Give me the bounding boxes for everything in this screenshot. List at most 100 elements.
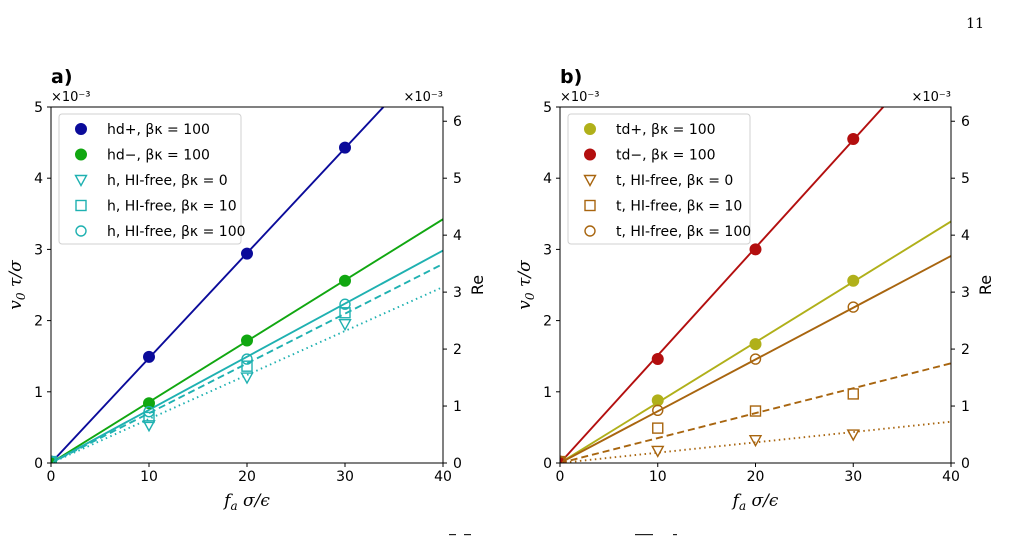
marker-filled-circle xyxy=(847,133,860,146)
y2-tick-label: 0 xyxy=(961,456,970,472)
y2-tick-label: 3 xyxy=(961,285,970,301)
panel-label: a) xyxy=(51,66,73,88)
marker-filled-circle xyxy=(749,243,762,256)
marker-open-circle xyxy=(75,225,87,237)
series-fit-line xyxy=(560,362,951,463)
marker-open-triangle xyxy=(51,456,58,463)
marker-open-square xyxy=(847,388,859,400)
y-tick-label: 1 xyxy=(34,385,43,401)
legend-box xyxy=(567,113,751,245)
y2-tick-label: 4 xyxy=(961,228,970,244)
legend-label: t, HI-free, βκ = 0 xyxy=(616,173,733,189)
y2-axis-multiplier: ×10⁻³ xyxy=(911,90,951,105)
y-tick-label: 0 xyxy=(34,456,43,472)
legend-label: td−, βκ = 100 xyxy=(616,148,716,164)
series-fit-line xyxy=(560,420,951,463)
panel-label: b) xyxy=(560,66,582,88)
y-tick-label: 1 xyxy=(543,385,552,401)
y-tick-label: 2 xyxy=(34,314,43,330)
marker-open-circle xyxy=(584,225,596,237)
legend-label: t, HI-free, βκ = 10 xyxy=(616,199,742,215)
y2-tick-label: 6 xyxy=(961,114,970,130)
x-tick-label: 20 xyxy=(238,469,256,485)
marker-open-square xyxy=(143,411,155,424)
marker-open-square xyxy=(749,405,762,417)
marker-open-triangle xyxy=(651,445,665,458)
y2-tick-label: 1 xyxy=(961,399,970,415)
marker-filled-circle xyxy=(339,274,351,287)
marker-open-triangle xyxy=(338,318,352,332)
plot-area xyxy=(560,107,951,463)
marker-filled-circle xyxy=(749,338,762,351)
marker-open-circle xyxy=(652,404,664,417)
y2-tick-label: 1 xyxy=(453,399,462,415)
y-axis-label: v0 τ/σ xyxy=(6,260,28,310)
y-tick-label: 5 xyxy=(543,100,552,116)
legend-label: h, HI-free, βκ = 0 xyxy=(107,173,228,189)
y-tick-label: 0 xyxy=(543,456,552,472)
y-axis-label: v0 τ/σ xyxy=(515,260,537,310)
marker-filled-circle xyxy=(241,334,253,347)
y2-tick-label: 6 xyxy=(453,114,462,130)
y2-axis-multiplier: ×10⁻³ xyxy=(403,90,443,105)
y-tick-label: 5 xyxy=(34,100,43,116)
marker-open-triangle xyxy=(142,420,156,433)
y-axis-multiplier: ×10⁻³ xyxy=(560,90,600,105)
y2-tick-label: 3 xyxy=(453,285,462,301)
marker-open-circle xyxy=(241,353,253,365)
series-fit-line xyxy=(51,249,443,463)
y-tick-label: 3 xyxy=(34,242,43,258)
legend: hd+, βκ = 100 hd−, βκ = 100 h, HI-free, βκ… xyxy=(58,113,246,245)
marker-open-triangle xyxy=(560,456,567,463)
legend-label: h, HI-free, βκ = 10 xyxy=(107,199,237,215)
y2-axis-label: Re xyxy=(976,275,995,295)
y-tick-label: 3 xyxy=(543,242,552,258)
marker-filled-circle xyxy=(584,123,596,135)
y-axis-multiplier: ×10⁻³ xyxy=(51,90,91,105)
marker-open-triangle xyxy=(846,429,860,442)
x-tick-label: 30 xyxy=(844,469,862,485)
marker-open-circle xyxy=(749,353,762,365)
caption-fragment xyxy=(449,534,456,536)
marker-filled-circle xyxy=(143,397,155,410)
caption-fragment xyxy=(464,534,471,536)
y2-axis-label: Re xyxy=(468,275,487,295)
marker-open-circle xyxy=(339,298,351,310)
series-fit-line xyxy=(560,255,951,463)
series-fit-line xyxy=(51,286,443,463)
caption-fragments xyxy=(449,534,677,536)
legend-label: t, HI-free, βκ = 100 xyxy=(616,224,751,240)
marker-open-square xyxy=(584,199,596,212)
y2-tick-label: 4 xyxy=(453,228,462,244)
marker-filled-circle xyxy=(584,148,596,161)
series-fit-line xyxy=(51,263,443,463)
marker-filled-circle xyxy=(847,274,860,287)
page-number: 11 xyxy=(966,16,984,32)
legend-label: td+, βκ = 100 xyxy=(616,122,716,138)
marker-open-triangle xyxy=(240,372,254,385)
y2-tick-label: 5 xyxy=(453,171,462,187)
marker-open-triangle xyxy=(748,435,763,448)
marker-open-square xyxy=(75,199,87,212)
marker-open-circle xyxy=(143,406,155,418)
marker-filled-circle xyxy=(339,141,351,154)
x-axis-label: fa σ/ϵ xyxy=(222,491,270,513)
marker-filled-circle xyxy=(75,123,87,135)
x-tick-label: 0 xyxy=(556,469,565,485)
marker-open-square xyxy=(652,422,664,434)
legend: td+, βκ = 100 td−, βκ = 100 t, HI-free, βκ… xyxy=(567,113,751,245)
marker-open-circle xyxy=(51,455,57,463)
y2-tick-label: 2 xyxy=(453,342,462,358)
x-tick-label: 10 xyxy=(649,469,667,485)
y-tick-label: 2 xyxy=(543,314,552,330)
y-tick-label: 4 xyxy=(543,171,552,187)
marker-open-circle xyxy=(847,301,859,313)
y2-tick-label: 2 xyxy=(961,342,970,358)
x-tick-label: 30 xyxy=(336,469,354,485)
y-tick-label: 4 xyxy=(34,171,43,187)
marker-open-triangle xyxy=(74,174,88,187)
x-axis-label: fa σ/ϵ xyxy=(731,491,779,513)
x-tick-label: 20 xyxy=(747,469,765,485)
